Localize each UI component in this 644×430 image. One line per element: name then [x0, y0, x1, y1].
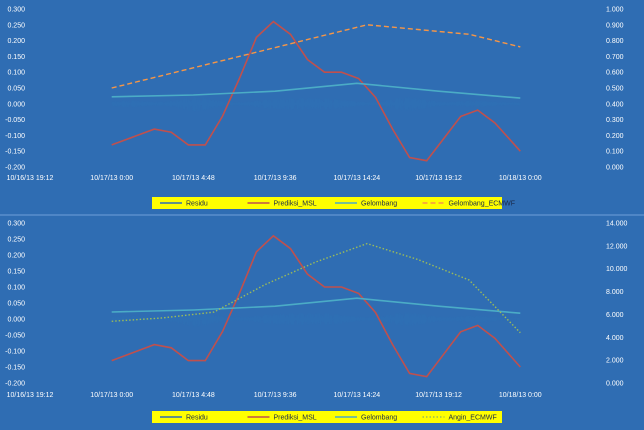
- left-y-tick-label: 0.050: [7, 86, 25, 93]
- right-y-tick-label: 0.000: [606, 381, 624, 388]
- right-y-tick-label: 0.200: [606, 133, 624, 140]
- series-residu-line: [111, 96, 521, 112]
- x-tick-label: 10/17/13 19:12: [415, 392, 462, 399]
- right-y-tick-label: 0.300: [606, 117, 624, 124]
- x-tick-label: 10/17/13 9:36: [254, 392, 297, 399]
- left-y-tick-label: -0.200: [5, 165, 25, 172]
- right-y-tick-label: 12.000: [606, 243, 628, 250]
- legend-label-prediksi-msl: Prediksi_MSL: [274, 415, 317, 422]
- right-y-tick-label: 6.000: [606, 312, 624, 319]
- legend-label-angin-ecmwf: Angin_ECMWF: [449, 415, 497, 422]
- x-tick-label: 10/17/13 0:00: [90, 392, 133, 399]
- right-y-tick-label: 10.000: [606, 266, 628, 273]
- right-y-tick-label: 0.400: [606, 101, 624, 108]
- legend-label-gelombang: Gelombang: [361, 415, 397, 422]
- x-tick-label: 10/18/13 0:00: [499, 175, 542, 182]
- left-y-tick-label: -0.150: [5, 365, 25, 372]
- right-y-tick-label: 14.000: [606, 221, 628, 228]
- wind-ecmwf-chart: 0.300 0.250 0.200 0.150 0.100 0.050 0.000 -0.05…: [5, 221, 628, 423]
- left-y-tick-label: 0.150: [7, 269, 25, 276]
- left-y-tick-label: -0.100: [5, 133, 25, 140]
- legend-box: [152, 411, 502, 423]
- left-y-tick-label: 0.300: [7, 7, 25, 14]
- series-residu-line: [111, 311, 521, 327]
- right-y-tick-label: 0.000: [606, 165, 624, 172]
- left-y-tick-label: 0.050: [7, 301, 25, 308]
- series-prediksi-msl-line: [111, 234, 521, 378]
- legend-label-residu: Residu: [186, 415, 208, 422]
- x-tick-label: 10/17/13 14:24: [333, 175, 380, 182]
- series-prediksi-msl-line: [111, 20, 521, 162]
- right-y-tick-label: 0.600: [606, 70, 624, 77]
- left-y-tick-label: 0.100: [7, 70, 25, 77]
- series-angin-ecmwf-line: [111, 242, 521, 334]
- left-y-tick-label: -0.200: [5, 381, 25, 388]
- left-y-tick-label: -0.100: [5, 349, 25, 356]
- left-y-tick-label: -0.050: [5, 333, 25, 340]
- left-y-tick-label: 0.000: [7, 101, 25, 108]
- x-tick-label: 10/16/13 19:12: [7, 175, 54, 182]
- right-y-tick-label: 4.000: [606, 335, 624, 342]
- right-y-tick-label: 0.900: [606, 22, 624, 29]
- legend-label-residu: Residu: [186, 201, 208, 208]
- right-y-tick-label: 0.700: [606, 54, 624, 61]
- left-y-tick-label: -0.150: [5, 149, 25, 156]
- x-tick-label: 10/17/13 0:00: [90, 175, 133, 182]
- left-y-tick-label: 0.100: [7, 285, 25, 292]
- left-y-tick-label: 0.150: [7, 54, 25, 61]
- legend-label-gelombang: Gelombang: [361, 201, 397, 208]
- wave-ecmwf-chart: 0.300 0.250 0.200 0.150 0.100 0.050 0.000 -0.05…: [5, 7, 624, 209]
- x-tick-label: 10/17/13 19:12: [415, 175, 462, 182]
- left-y-tick-label: 0.250: [7, 237, 25, 244]
- x-tick-label: 10/16/13 19:12: [7, 392, 54, 399]
- left-y-tick-label: 0.200: [7, 38, 25, 45]
- right-y-tick-label: 0.500: [606, 86, 624, 93]
- x-tick-label: 10/17/13 4:48: [172, 392, 215, 399]
- left-y-tick-label: 0.250: [7, 22, 25, 29]
- left-y-tick-label: 0.000: [7, 317, 25, 324]
- legend-box: [152, 197, 502, 209]
- legend-label-gelombang-ecmwf: Gelombang_ECMWF: [449, 201, 516, 208]
- left-y-tick-label: 0.300: [7, 221, 25, 228]
- left-y-tick-label: -0.050: [5, 117, 25, 124]
- series-gelombang-ecmwf-line: [111, 24, 521, 89]
- legend: Residu Prediksi_MSL Gelombang Gelombang_ECM…: [152, 197, 515, 209]
- right-y-tick-label: 0.800: [606, 38, 624, 45]
- right-y-tick-label: 0.100: [606, 149, 624, 156]
- right-y-tick-label: 2.000: [606, 358, 624, 365]
- x-tick-label: 10/17/13 14:24: [333, 392, 380, 399]
- right-y-tick-label: 8.000: [606, 289, 624, 296]
- x-tick-label: 10/17/13 9:36: [254, 175, 297, 182]
- left-y-tick-label: 0.200: [7, 253, 25, 260]
- x-tick-label: 10/18/13 0:00: [499, 392, 542, 399]
- series-gelombang-line: [111, 297, 521, 314]
- series-gelombang-line: [111, 82, 521, 99]
- legend: Residu Prediksi_MSL Gelombang Angin_ECMWF: [152, 411, 502, 423]
- legend-label-prediksi-msl: Prediksi_MSL: [274, 201, 317, 208]
- x-tick-label: 10/17/13 4:48: [172, 175, 215, 182]
- right-y-tick-label: 1.000: [606, 7, 624, 14]
